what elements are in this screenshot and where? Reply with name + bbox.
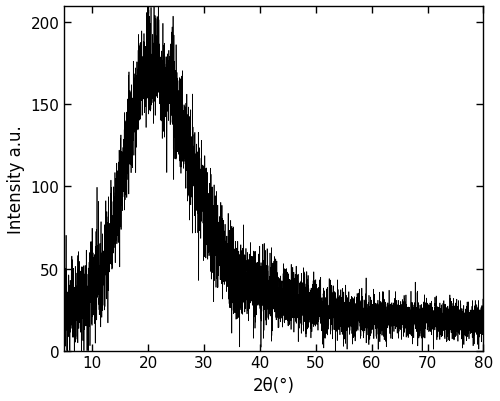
- X-axis label: 2θ(°): 2θ(°): [253, 376, 295, 394]
- Y-axis label: Intensity a.u.: Intensity a.u.: [7, 125, 25, 233]
